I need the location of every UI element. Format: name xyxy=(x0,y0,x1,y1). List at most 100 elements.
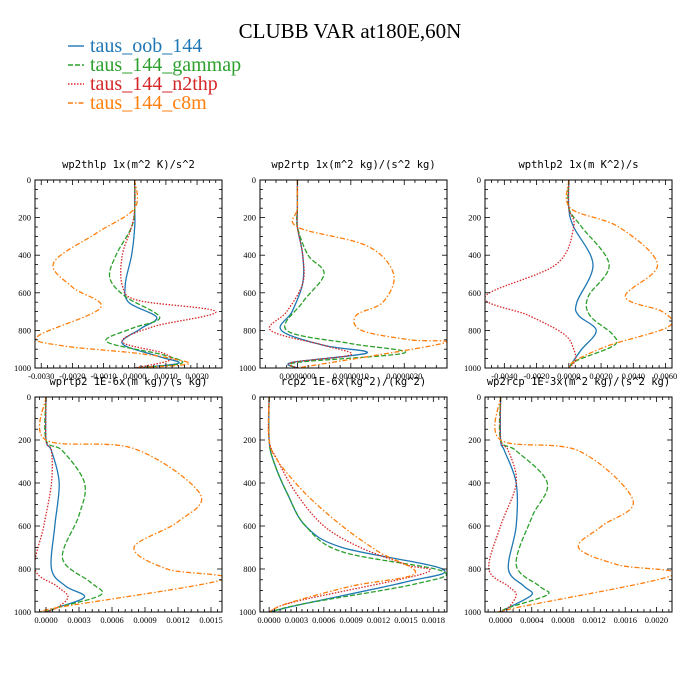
panel-wpthlp2: wpthlp2 1x(m K^2)/s 0 200 400 600 800 1000 -0.0… xyxy=(464,159,677,381)
series-line-taus-144-c8m xyxy=(38,397,222,612)
x-tick-label: 0.0012 xyxy=(166,615,189,625)
y-tick-label: 800 xyxy=(243,325,256,335)
x-tick-label: -0.0010 xyxy=(90,371,116,381)
y-tick-label: 0 xyxy=(252,175,256,185)
series-line-taus-oob-144 xyxy=(268,397,446,612)
y-tick-label: 1000 xyxy=(464,363,481,373)
series-line-taus-144-gammap xyxy=(105,180,184,368)
panel-title: wp2rtp 1x(m^2 kg)/(s^2 kg) xyxy=(271,159,435,171)
x-tick-label: 0.0012 xyxy=(367,615,390,625)
legend-item-taus-144-n2thp: taus_144_n2thp xyxy=(68,73,218,95)
x-tick-label: 0.0000020 xyxy=(386,371,422,381)
x-tick-label: 0.0020 xyxy=(589,371,612,381)
y-tick-label: 1000 xyxy=(14,363,31,373)
legend-label: taus_oob_144 xyxy=(90,35,202,57)
y-tick-label: 400 xyxy=(243,250,256,260)
x-tick-label: 0.0010 xyxy=(154,371,177,381)
series-line-taus-144-n2thp xyxy=(485,180,577,368)
plot-frame xyxy=(34,179,223,369)
y-tick-label: 600 xyxy=(243,521,256,531)
legend-label: taus_144_c8m xyxy=(90,92,207,114)
x-tick-label: 0.0016 xyxy=(614,615,637,625)
y-tick-label: 600 xyxy=(468,288,481,298)
series-line-taus-144-c8m xyxy=(494,397,672,612)
panel-wprtp2: wprtp2 1E-6x(m kg)/(s kg) 0 200 400 600 800 10… xyxy=(14,376,223,625)
x-tick-label: 0.0060 xyxy=(654,371,677,381)
panel-title: rcp2 1E-6x(kg^2)/(kg^2) xyxy=(281,376,426,388)
y-tick-label: 800 xyxy=(468,325,481,335)
y-tick-label: 0 xyxy=(27,392,31,402)
x-tick-label: 0.0012 xyxy=(582,615,605,625)
x-tick-label: 0.0015 xyxy=(199,615,222,625)
x-tick-label: 0.0006 xyxy=(312,615,335,625)
y-tick-label: 200 xyxy=(243,213,256,223)
y-tick-label: 0 xyxy=(252,392,256,402)
x-tick-label: 0.0000 xyxy=(557,371,580,381)
series-line-taus-144-c8m xyxy=(291,180,447,368)
y-tick-label: 400 xyxy=(468,250,481,260)
y-tick-label: 0 xyxy=(477,175,481,185)
x-tick-label: 0.0009 xyxy=(133,615,156,625)
panel-wp2thlp: wp2thlp 1x(m^2 K)/s^202004006008001000-0… xyxy=(14,159,223,381)
y-tick-label: 800 xyxy=(243,564,256,574)
y-tick-label: 200 xyxy=(18,435,31,445)
figure-title: CLUBB VAR at180E,60N xyxy=(239,19,462,43)
x-tick-label: 0.0003 xyxy=(67,615,90,625)
legend-label: taus_144_n2thp xyxy=(90,73,218,95)
panel-rcp2: rcp2 1E-6x(kg^2)/(kg^2) 0 200 400 600 800 1000… xyxy=(239,376,448,625)
y-tick-label: 400 xyxy=(18,478,31,488)
legend: taus_oob_144taus_144_gammaptaus_144_n2th… xyxy=(68,35,241,114)
panel-wp2rtp: wp2rtp 1x(m^2 kg)/(s^2 kg) 0 200 400 600 800 1… xyxy=(239,159,448,381)
legend-item-taus-144-c8m: taus_144_c8m xyxy=(68,92,207,114)
panel-title: wp2rcp 1E-3x(m^2 kg)/(s^2 kg) xyxy=(487,376,670,388)
y-tick-label: 1000 xyxy=(464,607,481,617)
y-tick-label: 600 xyxy=(18,288,31,298)
x-tick-label: 0.0015 xyxy=(394,615,417,625)
series-line-taus-oob-144 xyxy=(44,397,86,612)
x-tick-label: 0.0020 xyxy=(185,371,208,381)
x-tick-label: 0.0008 xyxy=(551,615,574,625)
x-tick-label: 0.0000 xyxy=(257,615,280,625)
y-tick-label: 200 xyxy=(468,213,481,223)
y-tick-label: 200 xyxy=(468,435,481,445)
series-line-taus-144-c8m xyxy=(267,397,416,612)
x-tick-label: 0.0003 xyxy=(285,615,308,625)
series-line-taus-144-gammap xyxy=(567,180,618,368)
series-line-taus-144-n2thp xyxy=(267,397,432,612)
x-tick-label: 0.0009 xyxy=(340,615,363,625)
x-tick-label: 0.0018 xyxy=(422,615,445,625)
y-tick-label: 600 xyxy=(243,288,256,298)
x-tick-label: 0.0000 xyxy=(123,371,146,381)
y-tick-label: 400 xyxy=(243,478,256,488)
y-tick-label: 1000 xyxy=(14,607,31,617)
panel-title: wpthlp2 1x(m K^2)/s xyxy=(518,159,638,171)
y-tick-label: 200 xyxy=(243,435,256,445)
y-tick-label: 800 xyxy=(18,564,31,574)
panel-title: wp2thlp 1x(m^2 K)/s^2 xyxy=(62,159,195,171)
y-tick-label: 400 xyxy=(468,478,481,488)
plot-frame xyxy=(484,179,673,369)
y-tick-label: 1000 xyxy=(239,363,256,373)
x-tick-label: 0.0004 xyxy=(520,615,544,625)
y-tick-label: 800 xyxy=(18,325,31,335)
series-line-taus-oob-144 xyxy=(121,180,180,368)
y-tick-label: 0 xyxy=(27,175,31,185)
plot-frame xyxy=(34,396,223,613)
x-tick-label: 0.0006 xyxy=(100,615,123,625)
x-tick-label: 0.0040 xyxy=(622,371,645,381)
legend-label: taus_144_gammap xyxy=(90,54,241,76)
series-line-taus-oob-144 xyxy=(499,397,533,612)
series-line-taus-144-gammap xyxy=(498,397,550,612)
y-tick-label: 0 xyxy=(477,392,481,402)
legend-item-taus-144-gammap: taus_144_gammap xyxy=(68,54,241,76)
x-tick-label: 0.0000000 xyxy=(279,371,315,381)
x-tick-label: 0.0000010 xyxy=(333,371,369,381)
x-tick-label: 0.0000 xyxy=(34,615,57,625)
panels: wp2thlp 1x(m^2 K)/s^2 0 200 400 600 800 1000 -0… xyxy=(14,159,677,625)
series-line-taus-oob-144 xyxy=(567,180,597,368)
series-line-taus-144-c8m xyxy=(565,180,672,368)
plot-frame xyxy=(259,179,448,369)
x-tick-label: -0.0040 xyxy=(491,371,517,381)
y-tick-label: 600 xyxy=(18,521,31,531)
